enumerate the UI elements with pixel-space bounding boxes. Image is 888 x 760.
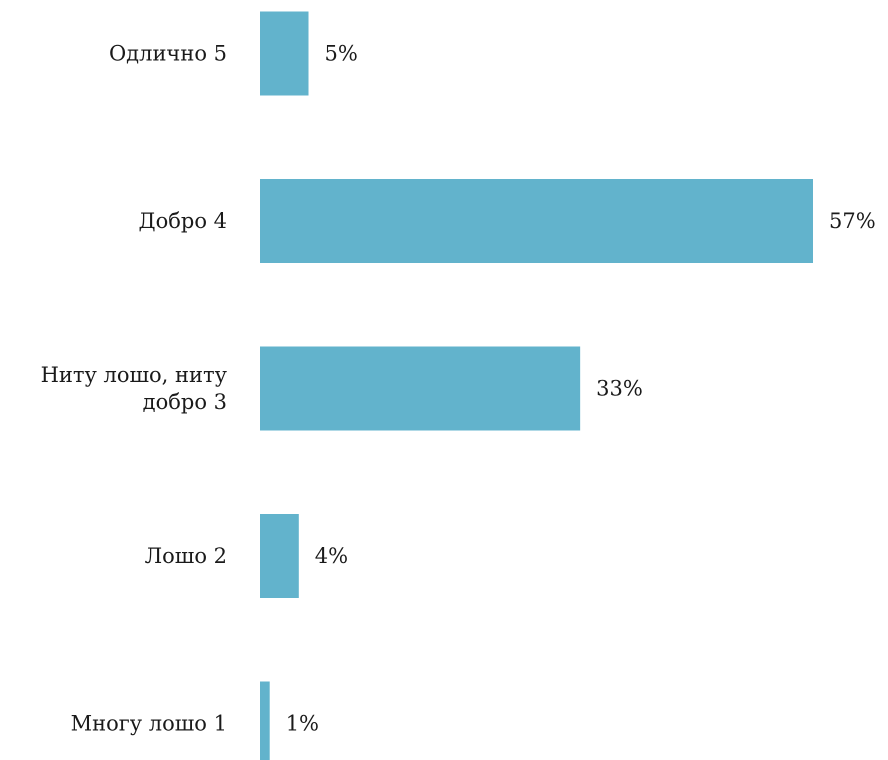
value-label-4: 4% <box>315 544 348 568</box>
category-label-2: Добро 4 <box>139 209 227 233</box>
category-label-line: Многу лошо 1 <box>71 712 227 736</box>
category-label-4: Лошо 2 <box>145 544 227 568</box>
category-label-line: Лошо 2 <box>145 544 227 568</box>
bars-layer <box>260 11 813 760</box>
category-label-1: Одлично 5 <box>109 42 227 66</box>
category-label-line: Добро 4 <box>139 209 227 233</box>
value-label-5: 1% <box>286 712 319 736</box>
category-label-5: Многу лошо 1 <box>71 712 227 736</box>
bar-4 <box>260 514 299 598</box>
value-label-1: 5% <box>325 42 358 66</box>
bar-3 <box>260 346 581 431</box>
value-label-2: 57% <box>829 209 876 233</box>
category-label-line: Ниту лошо, ниту <box>41 363 228 387</box>
value-label-3: 33% <box>596 377 643 401</box>
category-label-line: добро 3 <box>143 390 227 414</box>
bar-1 <box>260 11 309 96</box>
category-label-3: Ниту лошо, ниту добро 3 <box>41 363 228 414</box>
bar-2 <box>260 179 813 263</box>
bar-5 <box>260 681 270 760</box>
labels-layer: 5% Одлично 5 57% Добро 4 33% Ниту лошо, ниту д… <box>41 42 876 736</box>
category-label-line: Одлично 5 <box>109 42 227 66</box>
